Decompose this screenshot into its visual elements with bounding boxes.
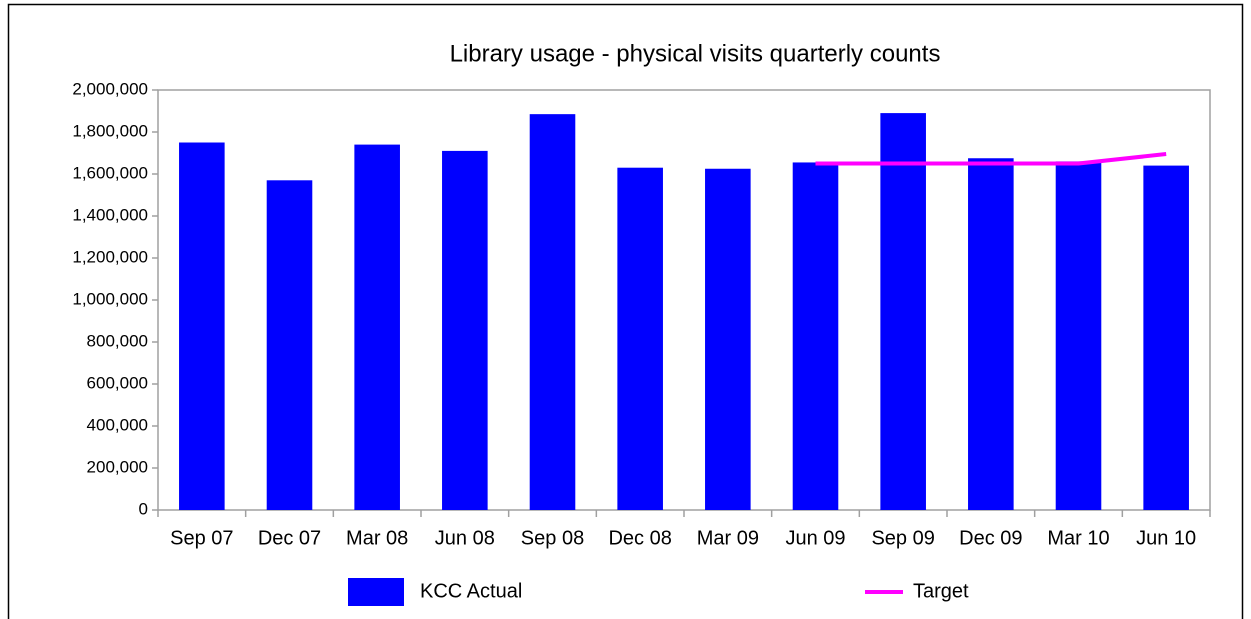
y-tick-label: 1,400,000 <box>72 205 148 224</box>
x-tick-label: Dec 09 <box>959 527 1022 549</box>
x-tick-label: Jun 08 <box>435 527 495 549</box>
bar <box>354 144 400 510</box>
bar <box>705 168 751 510</box>
bar <box>529 114 576 511</box>
bar <box>792 162 839 510</box>
bar <box>1143 165 1189 510</box>
y-tick-label: 400,000 <box>87 415 148 434</box>
bar <box>617 167 663 510</box>
bar <box>266 180 313 511</box>
bar <box>1055 161 1102 510</box>
x-tick-label: Dec 08 <box>608 527 671 549</box>
x-tick-label: Sep 08 <box>521 527 584 549</box>
bar <box>968 158 1014 510</box>
bar <box>880 113 926 510</box>
line <box>815 152 1167 166</box>
x-tick-label: Mar 09 <box>697 527 759 549</box>
x-tick-label: Mar 08 <box>346 527 408 549</box>
x-tick-label: Jun 09 <box>785 527 845 549</box>
y-tick-label: 0 <box>139 499 148 518</box>
x-tick-label: Jun 10 <box>1136 527 1196 549</box>
y-tick-label: 800,000 <box>87 331 148 350</box>
y-tick-label: 2,000,000 <box>72 79 148 98</box>
x-tick-label: Sep 09 <box>871 527 934 549</box>
bar <box>179 142 225 510</box>
y-tick-label: 1,600,000 <box>72 163 148 182</box>
x-tick-label: Sep 07 <box>170 527 233 549</box>
y-tick-label: 1,000,000 <box>72 289 148 308</box>
x-tick-label: Dec 07 <box>258 527 321 549</box>
legend-swatch <box>348 578 404 606</box>
bar <box>442 150 488 510</box>
y-tick-label: 600,000 <box>87 373 148 392</box>
y-tick-label: 200,000 <box>87 457 148 476</box>
y-tick-label: 1,800,000 <box>72 121 148 140</box>
legend-label: KCC Actual <box>420 580 522 602</box>
legend-label: Target <box>913 580 969 602</box>
chart-title: Library usage - physical visits quarterl… <box>450 40 941 67</box>
x-tick-label: Mar 10 <box>1047 527 1109 549</box>
y-tick-label: 1,200,000 <box>72 247 148 266</box>
